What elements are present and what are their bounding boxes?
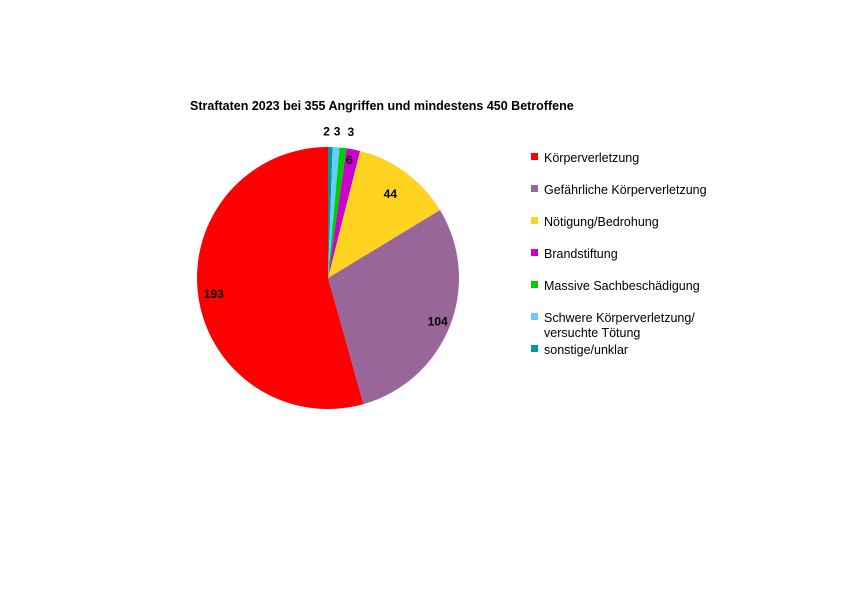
legend-swatch — [531, 281, 538, 288]
legend-label: Brandstiftung — [544, 247, 618, 261]
data-label: 104 — [428, 314, 448, 328]
legend-swatch — [531, 185, 538, 192]
pie-slice — [328, 210, 459, 405]
data-label: 2 — [323, 124, 330, 138]
legend-label: Körperverletzung — [544, 151, 639, 165]
legend-label: Nötigung/Bedrohung — [544, 215, 659, 229]
legend-swatch — [531, 345, 538, 352]
pie-slice — [328, 147, 347, 278]
pie-slice — [328, 151, 441, 278]
legend-swatch — [531, 153, 538, 160]
legend-label: Massive Sachbeschädigung — [544, 279, 700, 293]
pie-slice — [328, 147, 333, 278]
pie-slice — [328, 148, 361, 278]
legend-swatch — [531, 217, 538, 224]
data-label: 6 — [346, 153, 353, 167]
legend: Körperverletzung Gefährliche Körperverlet… — [531, 151, 707, 357]
chart-title: Straftaten 2023 bei 355 Angriffen und mi… — [190, 99, 574, 113]
legend-label: sonstige/unklar — [544, 343, 628, 357]
legend-swatch — [531, 249, 538, 256]
data-label: 3 — [334, 125, 341, 139]
pie-slices — [197, 147, 459, 409]
legend-label: Schwere Körperverletzung/versuchte Tötun… — [544, 311, 695, 340]
data-label: 3 — [347, 125, 354, 139]
pie-slice — [328, 147, 340, 278]
data-label: 193 — [204, 287, 224, 301]
legend-swatch — [531, 313, 538, 320]
legend-label: Gefährliche Körperverletzung — [544, 183, 707, 197]
data-label: 44 — [384, 187, 398, 201]
pie-slice — [197, 147, 364, 409]
